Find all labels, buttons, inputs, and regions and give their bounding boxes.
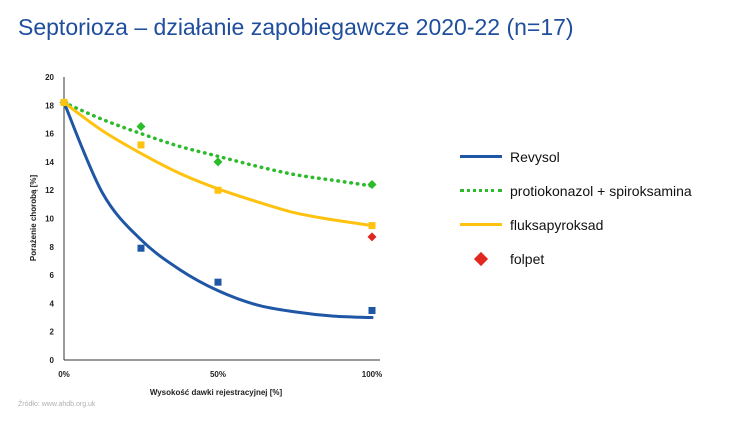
data-point-series-3: [60, 98, 68, 106]
source-note: Źródło: www.ahdb.org.uk: [18, 401, 96, 408]
legend-label-revysol: Revysol: [510, 148, 560, 165]
chart-tick-labels: 0 2 4 6 8 10 12 14 16 18 20 0% 50% 100%: [45, 73, 382, 379]
x-tick-label: 50%: [210, 370, 226, 379]
legend-item-fluksapyroksad: fluksapyroksad: [460, 216, 692, 233]
y-axis-label: Porażenie chorobą [%]: [29, 175, 38, 262]
data-point-series-3: [137, 141, 145, 149]
y-tick-label: 16: [45, 130, 54, 139]
y-tick-label: 10: [45, 215, 54, 224]
legend-key-revysol: [460, 148, 502, 165]
data-point-series-2: [213, 157, 223, 167]
chart-legend: Revysol protiokonazol + spiroksamina flu…: [460, 148, 692, 284]
trend-line-2: [62, 100, 374, 188]
slide-title: Septorioza – działanie zapobiegawcze 202…: [18, 14, 574, 40]
y-tick-label: 12: [45, 186, 54, 195]
data-point-series-1: [137, 244, 145, 252]
x-tick-label: 0%: [58, 370, 70, 379]
data-point-series-2: [136, 122, 146, 132]
data-point-series-1: [368, 306, 376, 314]
y-tick-label: 2: [50, 328, 55, 337]
data-point-series-4: [367, 232, 377, 242]
trend-line-1: [62, 100, 374, 320]
chart-data-points: [59, 97, 377, 314]
y-tick-label: 18: [45, 101, 54, 110]
data-point-series-2: [367, 180, 377, 190]
y-tick-label: 14: [45, 158, 54, 167]
legend-key-fluksapyroksad: [460, 216, 502, 233]
y-tick-label: 6: [50, 271, 55, 280]
y-tick-label: 8: [50, 243, 55, 252]
legend-label-folpet: folpet: [510, 250, 545, 267]
legend-label-protiokonazol: protiokonazol + spiroksamina: [510, 182, 692, 199]
y-tick-label: 4: [50, 299, 55, 308]
y-tick-label: 0: [50, 356, 55, 365]
data-point-series-1: [214, 278, 222, 286]
x-axis-label: Wysokość dawki rejestracyjnej [%]: [150, 388, 283, 397]
chart-axes: [63, 77, 380, 361]
data-point-series-3: [368, 222, 376, 230]
legend-label-fluksapyroksad: fluksapyroksad: [510, 216, 604, 233]
legend-key-folpet: [460, 250, 502, 267]
legend-item-protiokonazol: protiokonazol + spiroksamina: [460, 182, 692, 199]
legend-item-revysol: Revysol: [460, 148, 692, 165]
x-tick-label: 100%: [362, 370, 382, 379]
y-tick-label: 20: [45, 73, 54, 82]
data-point-series-3: [214, 186, 222, 194]
legend-item-folpet: folpet: [460, 250, 692, 267]
legend-key-protiokonazol: [460, 182, 502, 199]
